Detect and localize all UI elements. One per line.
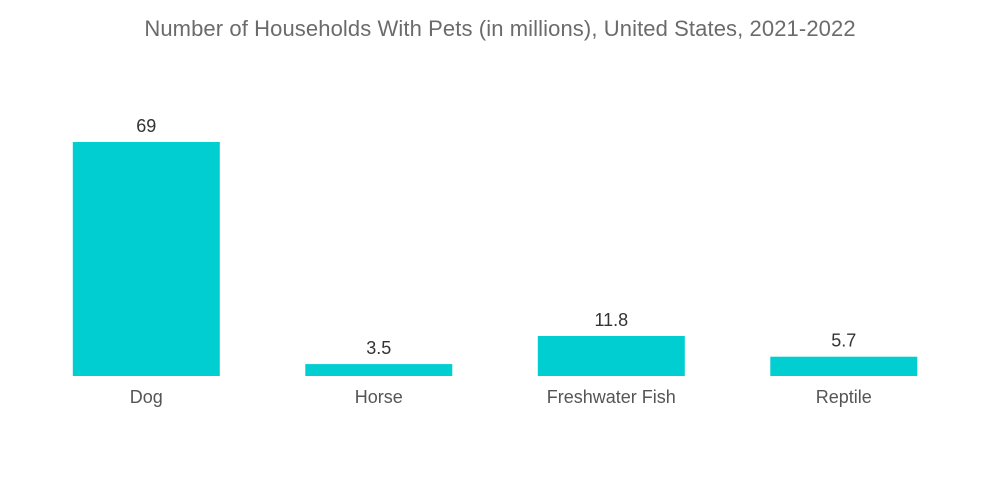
value-label-horse: 3.5 — [366, 338, 391, 358]
value-labels-group: 69 3.5 11.8 5.7 — [136, 116, 856, 358]
value-label-reptile: 5.7 — [831, 331, 856, 351]
category-label-reptile: Reptile — [816, 387, 872, 407]
chart-title: Number of Households With Pets (in milli… — [144, 16, 856, 41]
category-label-freshwater-fish: Freshwater Fish — [547, 387, 676, 407]
bars-group — [72, 142, 918, 376]
bar-dog — [72, 142, 220, 376]
value-label-dog: 69 — [136, 116, 156, 136]
value-label-freshwater-fish: 11.8 — [594, 310, 628, 330]
category-label-horse: Horse — [355, 387, 403, 407]
category-labels-group: Dog Horse Freshwater Fish Reptile — [130, 387, 872, 407]
category-label-dog: Dog — [130, 387, 163, 407]
bar-reptile — [770, 356, 918, 376]
bar-freshwater-fish — [537, 336, 685, 376]
bar-horse — [305, 364, 453, 376]
